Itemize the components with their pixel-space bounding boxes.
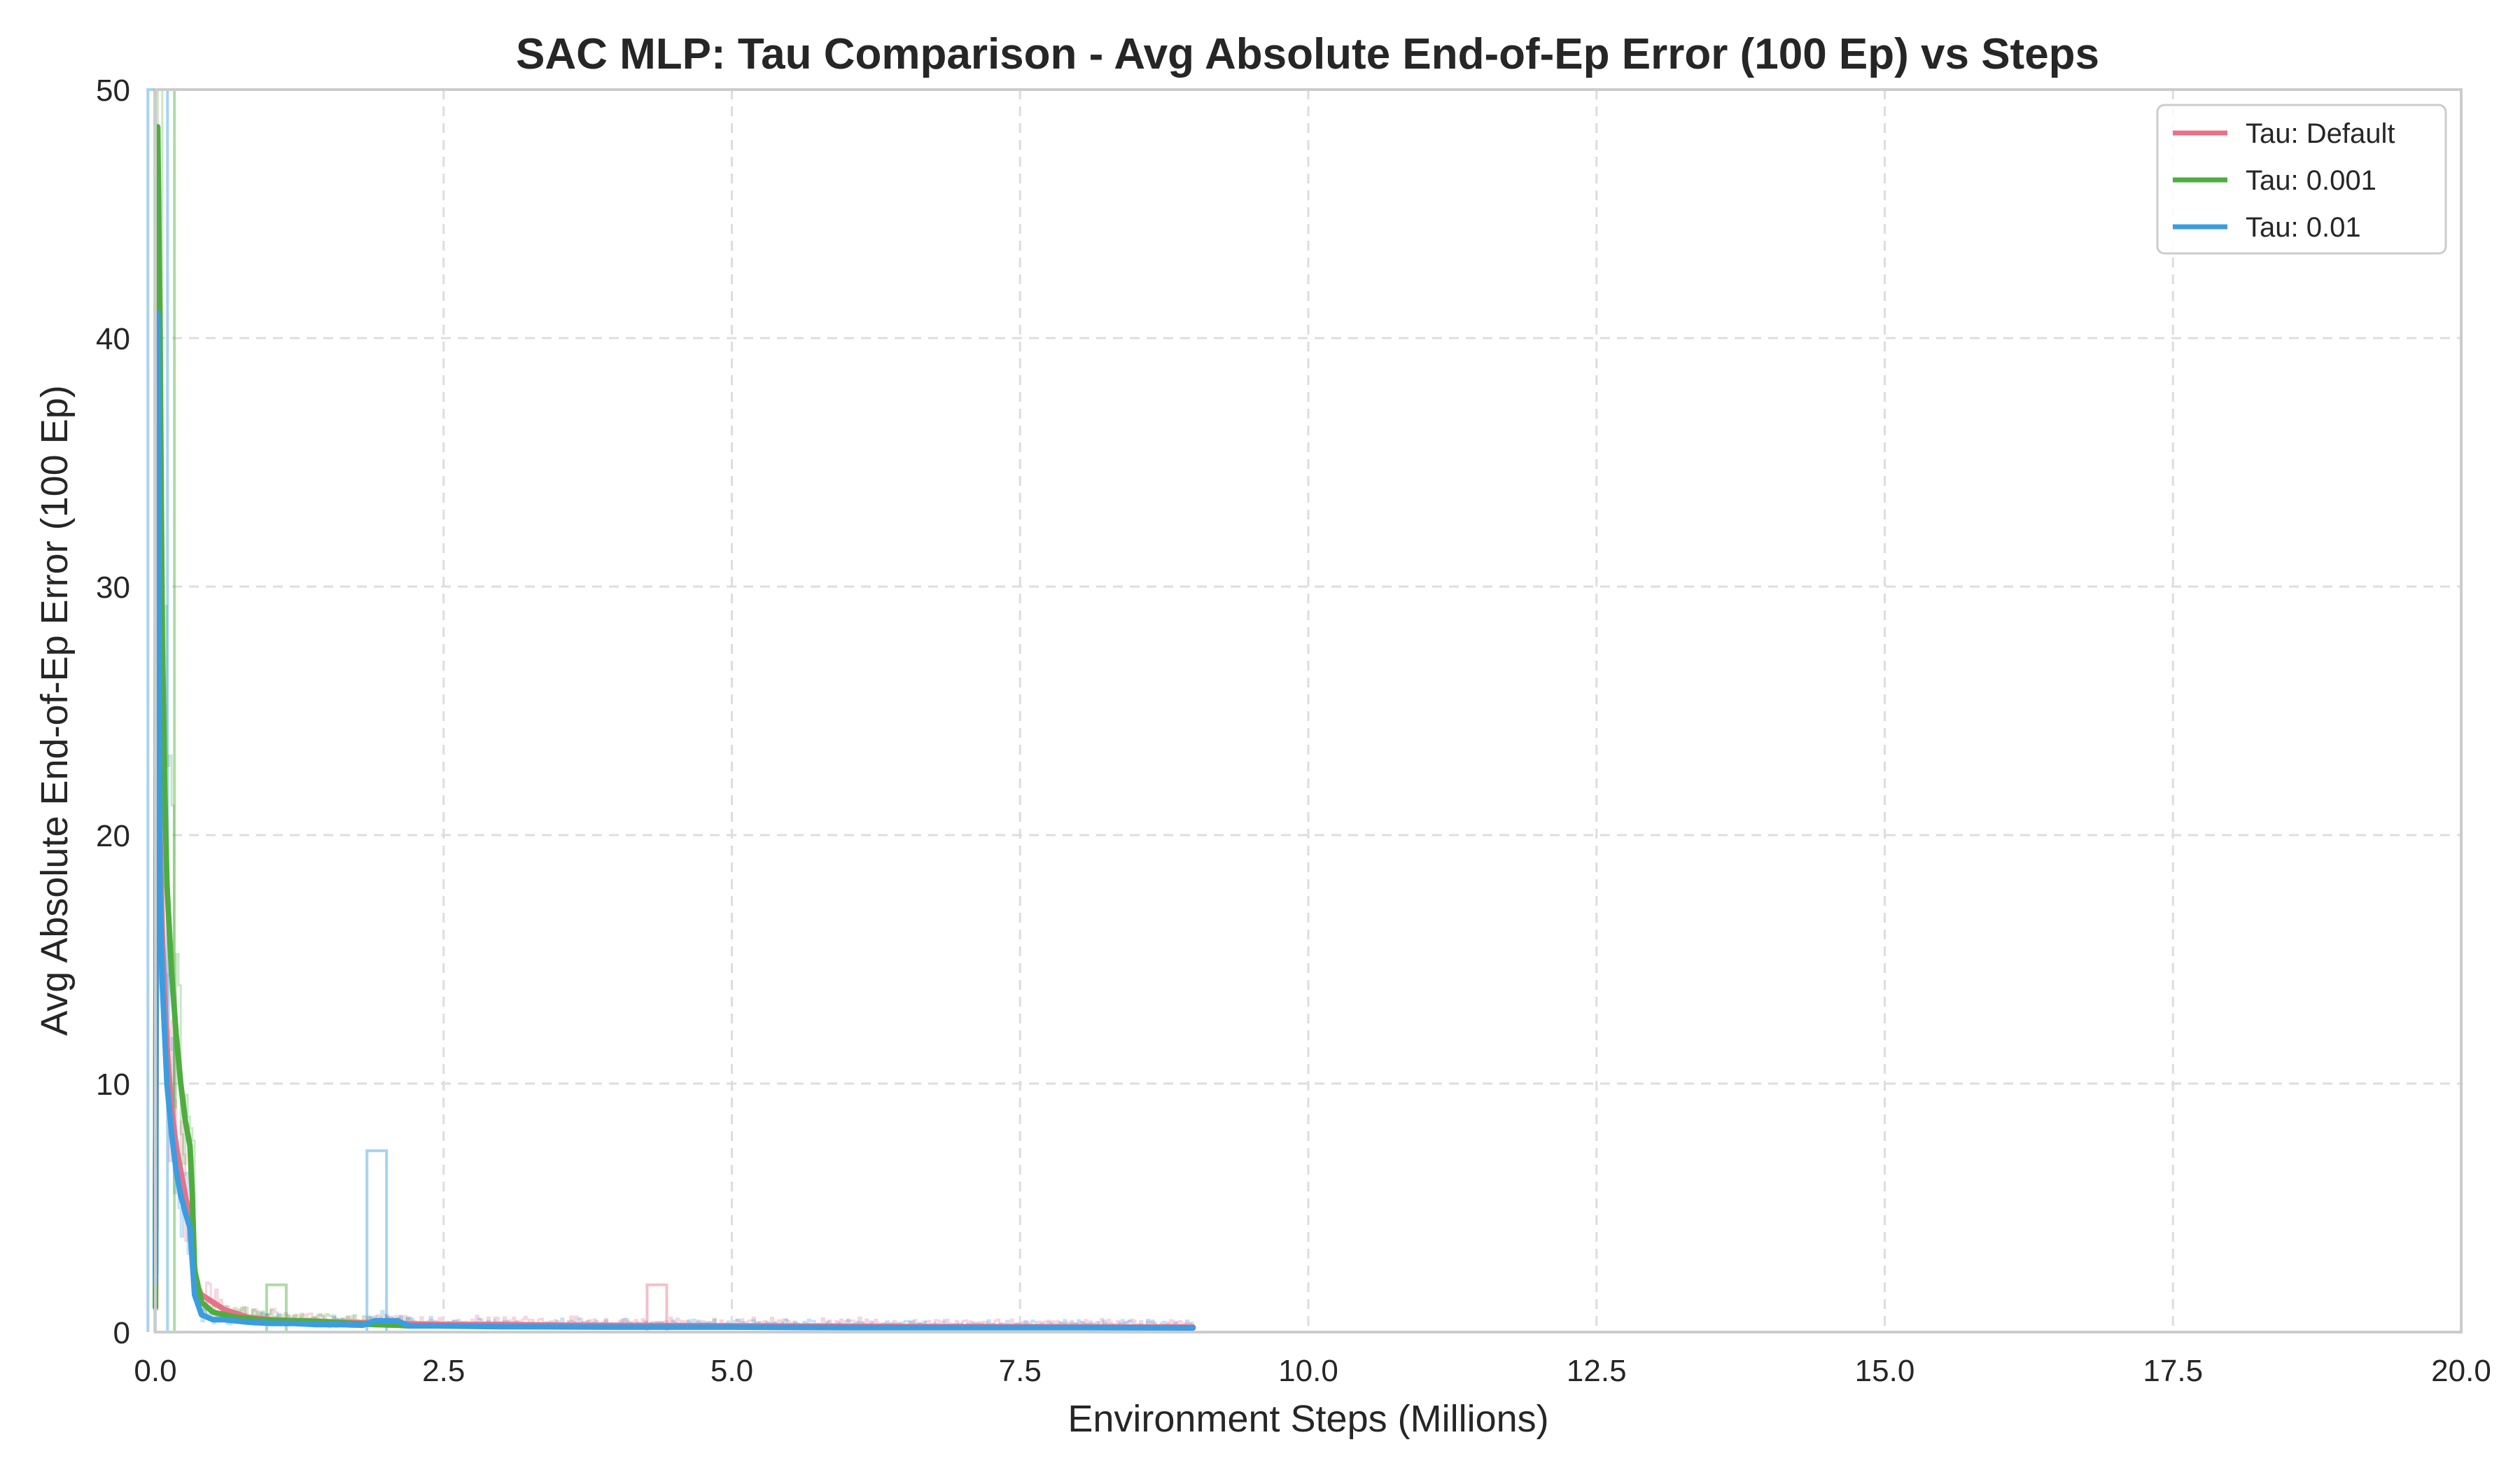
x-tick-label: 10.0: [1278, 1354, 1338, 1388]
x-axis-label: Environment Steps (Millions): [1068, 1398, 1548, 1440]
legend-label: Tau: Default: [2246, 118, 2395, 149]
x-tick-label: 20.0: [2431, 1354, 2491, 1388]
legend-label: Tau: 0.001: [2246, 165, 2376, 196]
raw-spike: [645, 1283, 668, 1332]
grid: [155, 90, 2461, 1332]
x-tick-label: 12.5: [1567, 1354, 1627, 1388]
y-axis-ticks: 0 10 20 30 40 50: [96, 74, 130, 1350]
y-axis-label: Avg Absolute End-of-Ep Error (100 Ep): [34, 385, 76, 1036]
y-tick-label: 0: [113, 1316, 130, 1350]
x-tick-label: 5.0: [710, 1354, 753, 1388]
legend-label: Tau: 0.01: [2246, 212, 2361, 243]
raw-spike: [365, 1149, 388, 1332]
y-tick-label: 10: [96, 1068, 130, 1102]
y-tick-label: 40: [96, 322, 130, 356]
series-lines: [153, 124, 1196, 1331]
y-tick-label: 30: [96, 570, 130, 605]
x-tick-label: 7.5: [999, 1354, 1042, 1388]
x-tick-label: 2.5: [422, 1354, 465, 1388]
chart-title: SAC MLP: Tau Comparison - Avg Absolute E…: [516, 30, 2099, 78]
x-tick-label: 17.5: [2143, 1354, 2203, 1388]
y-tick-label: 50: [96, 74, 130, 108]
x-tick-label: 15.0: [1855, 1354, 1915, 1388]
legend: Tau: Default Tau: 0.001 Tau: 0.01: [2156, 104, 2447, 255]
plot-frame: [154, 88, 2463, 1334]
x-tick-label: 0.0: [134, 1354, 176, 1388]
x-axis-ticks: 0.0 2.5 5.0 7.5 10.0 12.5 15.0 17.5 20.0: [134, 1354, 2491, 1388]
legend-box: [2156, 104, 2447, 255]
series-line: [153, 310, 1196, 1331]
y-tick-label: 20: [96, 819, 130, 853]
raw-spike: [265, 1283, 288, 1332]
